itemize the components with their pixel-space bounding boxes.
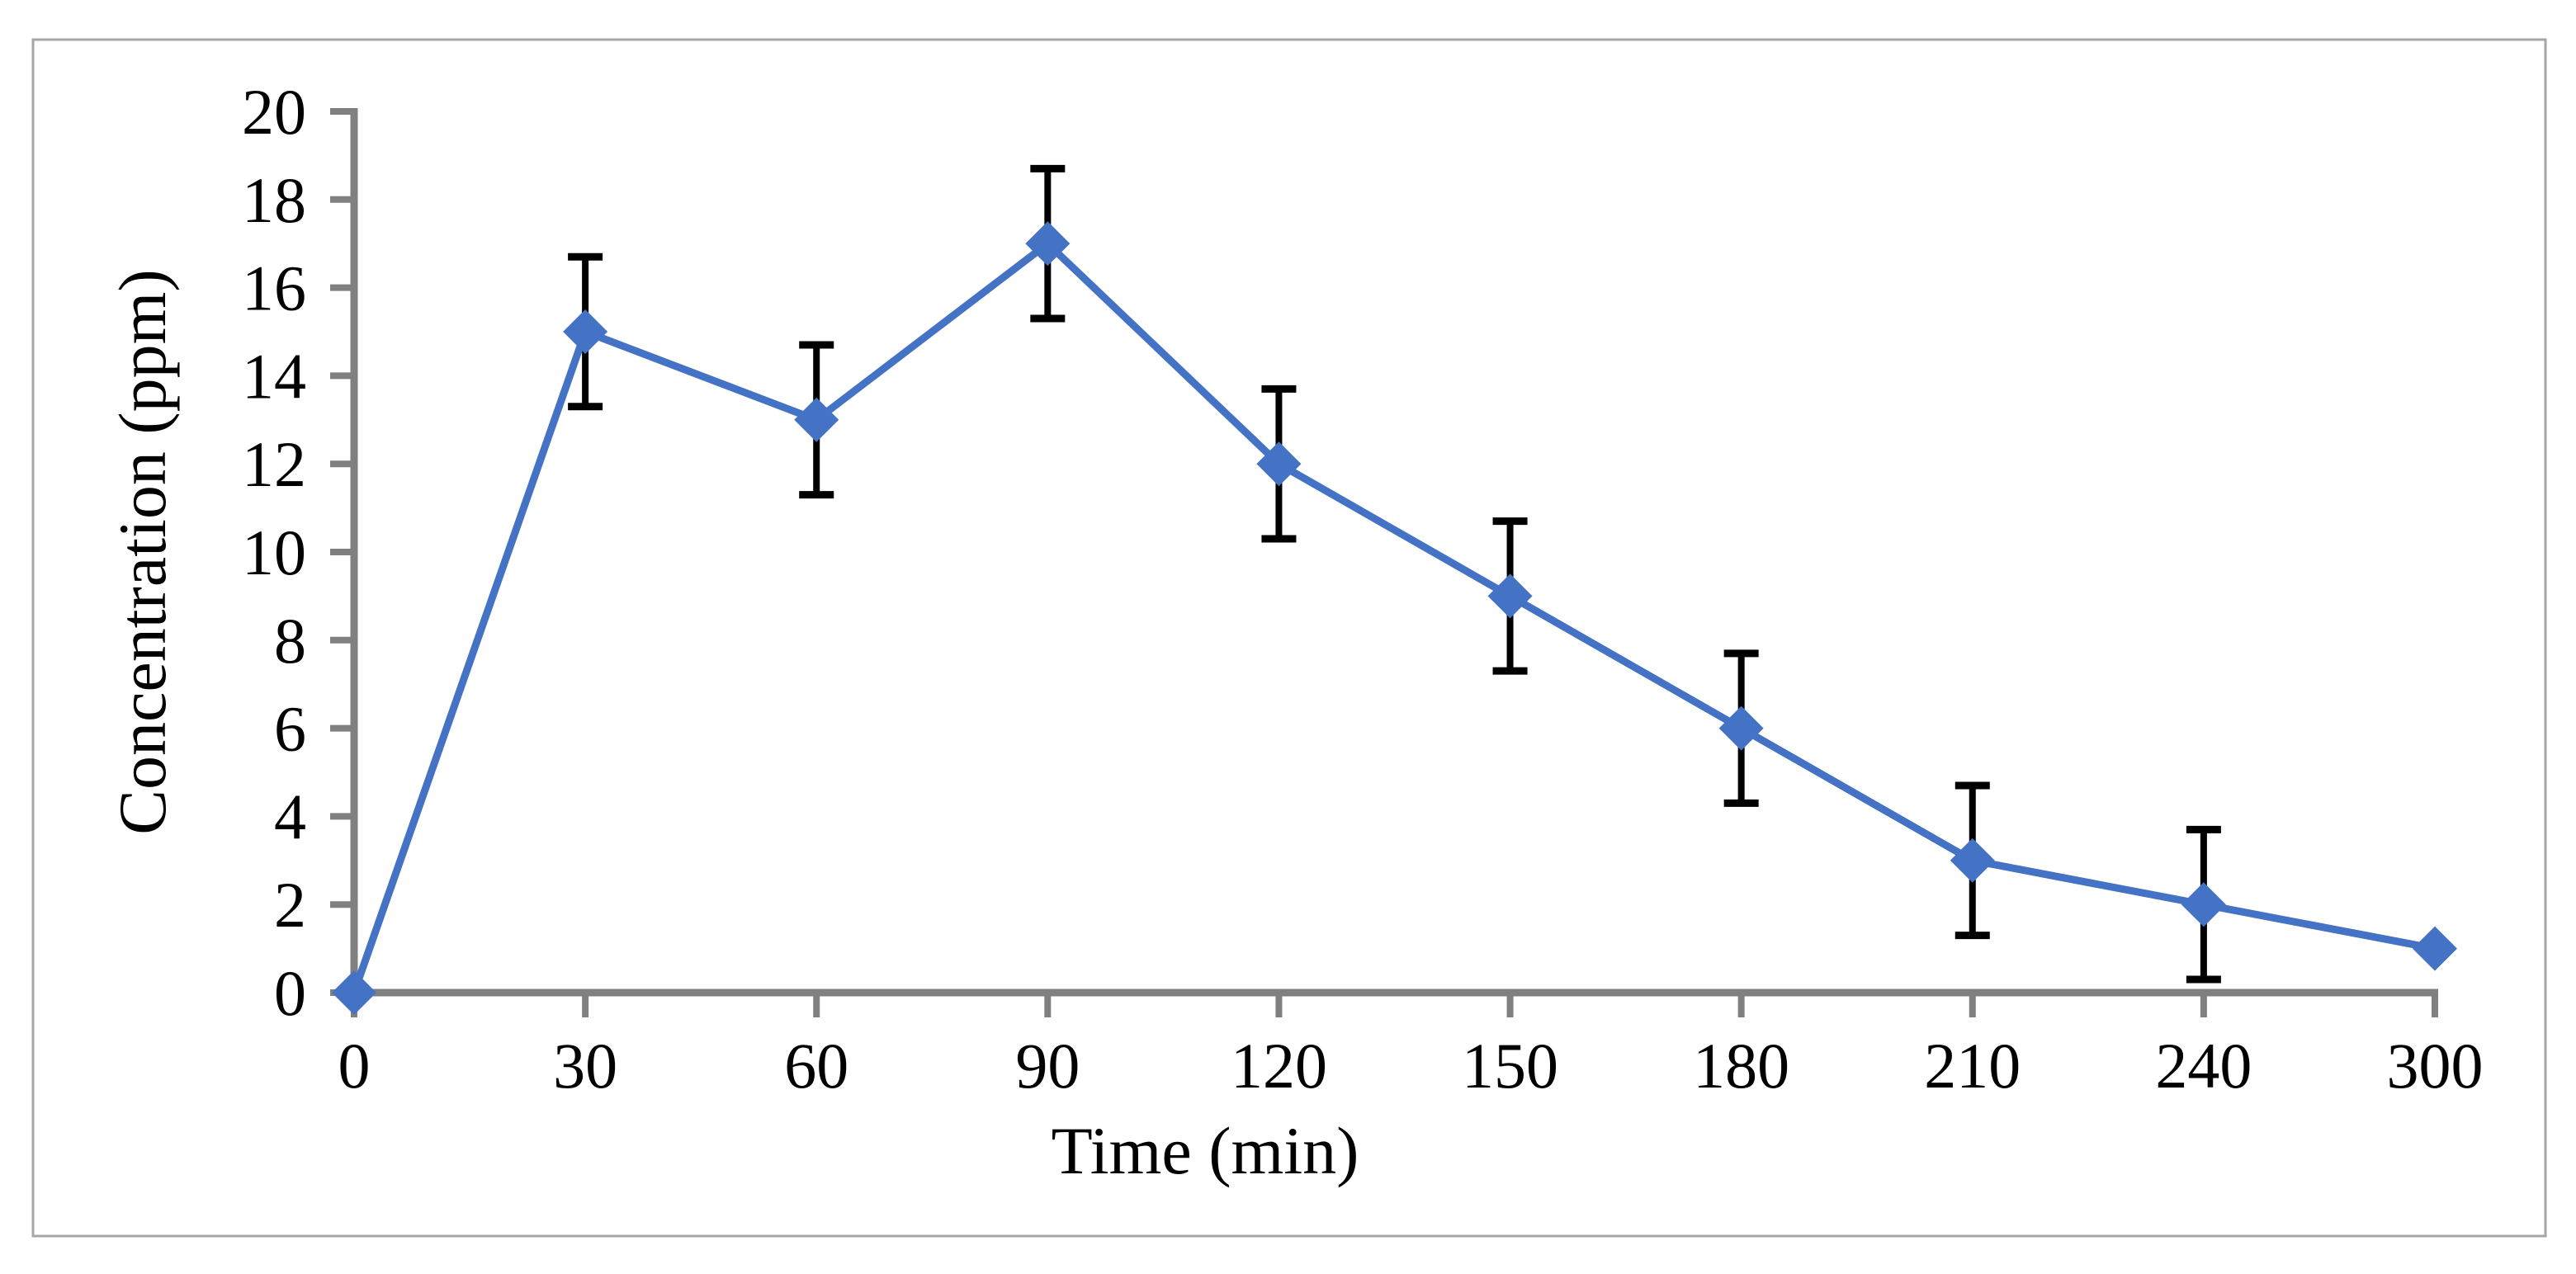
axes-layer: 0 2 4 6 8 10 12 14 16 18 20 0 30 60 90 120 150 180 210 240 3… <box>242 76 2484 1102</box>
y-tick-label: 2 <box>274 869 306 941</box>
data-point-marker <box>2181 882 2226 927</box>
data-point-marker <box>794 397 839 442</box>
y-axis-title: Concentration (ppm) <box>105 269 180 834</box>
data-point-marker <box>1256 441 1302 487</box>
y-tick-label: 20 <box>242 76 306 148</box>
series-layer <box>332 164 2457 1015</box>
x-tick-label: 0 <box>338 1030 371 1102</box>
y-tick-label: 0 <box>274 957 306 1029</box>
x-tick-label: 180 <box>1693 1030 1789 1102</box>
y-tick-label: 8 <box>274 605 306 677</box>
data-point-marker <box>563 309 608 354</box>
x-tick-label: 90 <box>1015 1030 1080 1102</box>
data-point-marker <box>1487 573 1533 619</box>
x-tick-label: 240 <box>2155 1030 2252 1102</box>
data-point-marker <box>2413 926 2457 971</box>
x-tick-label: 300 <box>2387 1030 2484 1102</box>
chart-frame-border <box>31 38 2547 1238</box>
series-line <box>350 239 2439 997</box>
data-point-marker <box>1718 705 1764 751</box>
x-tick-label: 30 <box>553 1030 617 1102</box>
x-tick-label: 120 <box>1231 1030 1327 1102</box>
data-point-marker <box>332 970 376 1015</box>
y-tick-label: 12 <box>242 428 306 500</box>
data-point-marker <box>1950 838 1995 883</box>
x-axis-title: Time (min) <box>1052 1113 1359 1188</box>
y-tick-label: 10 <box>242 517 306 588</box>
x-tick-label: 60 <box>784 1030 848 1102</box>
y-tick-label: 6 <box>274 693 306 765</box>
y-tick-label: 16 <box>242 252 306 324</box>
data-point-marker <box>1025 221 1071 267</box>
x-tick-label: 150 <box>1462 1030 1558 1102</box>
x-tick-label: 210 <box>1924 1030 2021 1102</box>
y-tick-label: 4 <box>274 781 306 852</box>
y-tick-label: 18 <box>242 164 306 236</box>
y-tick-label: 14 <box>242 340 306 412</box>
